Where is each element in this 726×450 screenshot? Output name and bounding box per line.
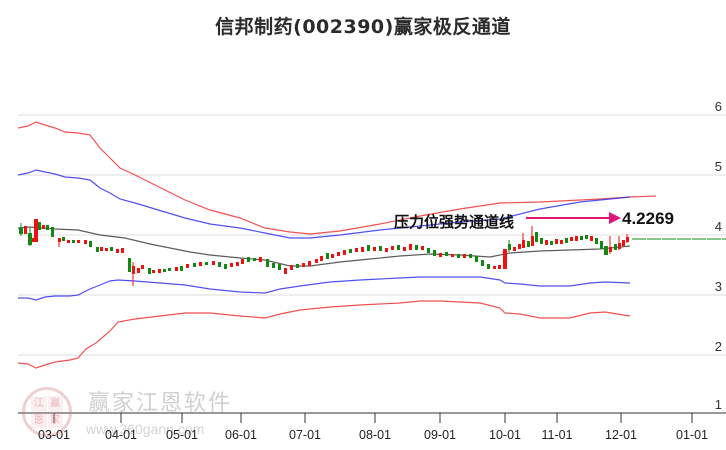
x-tick-label: 07-01 xyxy=(289,428,321,442)
outer-lower-band xyxy=(17,300,631,369)
x-tick-label: 01-01 xyxy=(676,428,708,442)
x-tick-label: 09-01 xyxy=(424,428,456,442)
x-tick-label: 03-01 xyxy=(38,428,70,442)
x-tick-label: 08-01 xyxy=(359,428,391,442)
annotation-value: 4.2269 xyxy=(622,209,674,228)
candle-group-2 xyxy=(128,257,311,286)
watermark-seal: 江 赢 恩 家 xyxy=(22,387,72,437)
candle-group-4 xyxy=(503,226,629,269)
inner-lower-band xyxy=(18,276,631,301)
y-tick-label: 6 xyxy=(714,99,722,114)
outer-upper-band xyxy=(17,121,657,235)
watermark-url: www.360gann.com xyxy=(86,421,205,437)
seal-char: 赢 xyxy=(47,396,63,412)
y-tick-label: 1 xyxy=(714,397,722,412)
y-tick-label: 4 xyxy=(714,219,722,234)
annotation-label: 压力位强势通道线 xyxy=(394,213,515,231)
seal-char: 家 xyxy=(47,412,63,428)
annotation-arrow xyxy=(526,212,621,224)
x-tick-label: 11-01 xyxy=(541,428,573,442)
watermark-brand: 赢家江恩软件 xyxy=(88,391,233,416)
x-tick-label: 10-01 xyxy=(489,428,521,442)
candlesticks xyxy=(19,219,629,286)
y-tick-label: 3 xyxy=(714,279,722,294)
seal-char: 恩 xyxy=(31,412,47,428)
x-tick-label: 06-01 xyxy=(225,428,257,442)
seal-char: 江 xyxy=(31,396,47,412)
y-tick-label: 5 xyxy=(714,159,722,174)
candle-group-1 xyxy=(19,219,124,253)
grid-lines xyxy=(18,114,726,356)
inner-upper-band xyxy=(17,169,631,239)
chart-title: 信邦制药(002390)赢家极反通道 xyxy=(215,16,511,38)
y-tick-label: 2 xyxy=(714,339,722,354)
x-tick-label: 05-01 xyxy=(166,428,198,442)
x-tick-label: 12-01 xyxy=(605,428,637,442)
x-tick-label: 04-01 xyxy=(105,428,137,442)
candle-group-3 xyxy=(315,244,501,269)
